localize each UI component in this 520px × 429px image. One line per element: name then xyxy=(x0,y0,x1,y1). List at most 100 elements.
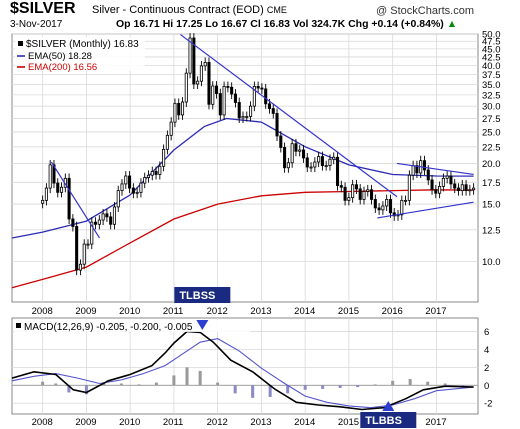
candle-body xyxy=(252,86,256,107)
legend-main: $SILVER (Monthly) 16.83 xyxy=(26,39,139,50)
up-arrow-icon xyxy=(382,401,395,411)
macd-histogram-bar xyxy=(233,385,237,394)
candle-body xyxy=(112,206,116,225)
candle-body xyxy=(453,183,457,189)
macd-histogram-bar xyxy=(54,383,58,386)
candle-body xyxy=(192,37,196,85)
macd-year-label: 2017 xyxy=(425,417,446,428)
macd-year-label: 2009 xyxy=(75,417,96,428)
candle-body xyxy=(271,108,275,114)
candle-body xyxy=(218,93,222,116)
candle-body xyxy=(354,184,358,190)
candle-body xyxy=(131,187,135,194)
candle-body xyxy=(180,101,185,116)
candle-body xyxy=(404,199,408,202)
price-tick-label: 15.0 xyxy=(482,200,501,211)
candle-body xyxy=(139,182,143,193)
price-tick-label: 22.5 xyxy=(482,142,501,153)
candle-body xyxy=(468,189,472,192)
candle-body xyxy=(226,86,230,88)
macd-histogram-bar xyxy=(426,381,430,386)
candle-body xyxy=(426,169,430,181)
candle-body xyxy=(422,160,427,171)
macd-histogram-bar xyxy=(172,375,176,386)
candle-body xyxy=(290,143,294,164)
candle-body xyxy=(78,263,82,271)
macd-histogram-bar xyxy=(391,380,395,386)
candle-body xyxy=(283,147,287,169)
candle-body xyxy=(411,165,415,176)
candle-body xyxy=(150,171,154,176)
candle-body xyxy=(162,148,166,167)
chart-header: $SILVER Silver - Continuous Contract (EO… xyxy=(0,0,520,36)
macd-histogram-bar xyxy=(408,379,412,386)
candle-body xyxy=(358,188,362,200)
candle-body xyxy=(184,72,188,103)
candle-body xyxy=(94,221,98,225)
macd-label-swatch xyxy=(16,323,21,328)
trendline xyxy=(180,34,398,198)
price-year-label: 2013 xyxy=(250,306,271,317)
candle-body xyxy=(456,187,461,192)
macd-tick-label: 4 xyxy=(484,345,489,356)
price-year-label: 2012 xyxy=(207,306,228,317)
candle-body xyxy=(71,218,75,227)
up-arrow-icon: ▲ xyxy=(446,18,458,30)
candle-body xyxy=(128,175,132,189)
legend-ema200: EMA(200) 16.56 xyxy=(28,62,97,73)
macd-year-label: 2011 xyxy=(163,417,183,428)
trendline xyxy=(396,162,474,176)
macd-label: MACD(12,26,9) -0.205, -0.200, -0.005 xyxy=(24,322,193,333)
candle-body xyxy=(233,93,237,103)
trendline xyxy=(50,161,101,239)
candle-body xyxy=(82,243,86,265)
macd-histogram-bar xyxy=(154,382,158,386)
candle-body xyxy=(328,158,332,166)
candle-body xyxy=(286,162,290,169)
candle-body xyxy=(211,85,215,105)
legend-bg xyxy=(15,37,145,71)
candle-body xyxy=(339,185,343,188)
candle-body xyxy=(44,187,48,201)
candle-body xyxy=(256,86,260,89)
candle-body xyxy=(146,174,151,178)
price-tick-label: 40.0 xyxy=(482,61,501,72)
candle-body xyxy=(407,174,411,201)
candle-body xyxy=(67,177,71,220)
candle-body xyxy=(305,157,309,168)
candle-body xyxy=(245,116,249,118)
macd-histogram-bar xyxy=(268,385,272,397)
candle-body xyxy=(101,213,105,221)
macd-histogram-bar xyxy=(303,385,307,390)
candle-body xyxy=(90,221,94,245)
candle-body xyxy=(464,184,468,192)
tlbss-label: TLBSS xyxy=(179,290,215,302)
candle-body xyxy=(241,116,245,119)
candle-body xyxy=(332,156,336,160)
macd-tick-label: 2 xyxy=(484,363,489,374)
candle-body xyxy=(109,216,113,225)
price-year-label: 2017 xyxy=(425,306,446,317)
candle-body xyxy=(438,185,442,194)
macd-year-label: 2010 xyxy=(119,417,140,428)
candle-body xyxy=(154,171,158,175)
macd-histogram-bar xyxy=(67,385,71,393)
price-panel-frame xyxy=(11,33,479,303)
candle-body xyxy=(222,86,226,116)
macd-histogram-bar xyxy=(356,385,360,388)
candle-body xyxy=(472,187,476,191)
candle-body xyxy=(124,175,128,185)
price-tick-label: 25.0 xyxy=(482,127,501,138)
candle-body xyxy=(215,85,219,94)
price-year-label: 2015 xyxy=(338,306,359,317)
price-year-label: 2014 xyxy=(294,306,315,317)
candle-body xyxy=(460,184,464,192)
candle-body xyxy=(415,165,419,174)
candle-body xyxy=(388,199,392,214)
date-label: 3-Nov-2017 xyxy=(10,19,63,30)
candle-body xyxy=(59,186,64,193)
macd-label-bg xyxy=(14,320,250,332)
candle-body xyxy=(347,197,351,201)
macd-histogram-bar xyxy=(321,385,325,389)
candle-body xyxy=(165,134,169,150)
